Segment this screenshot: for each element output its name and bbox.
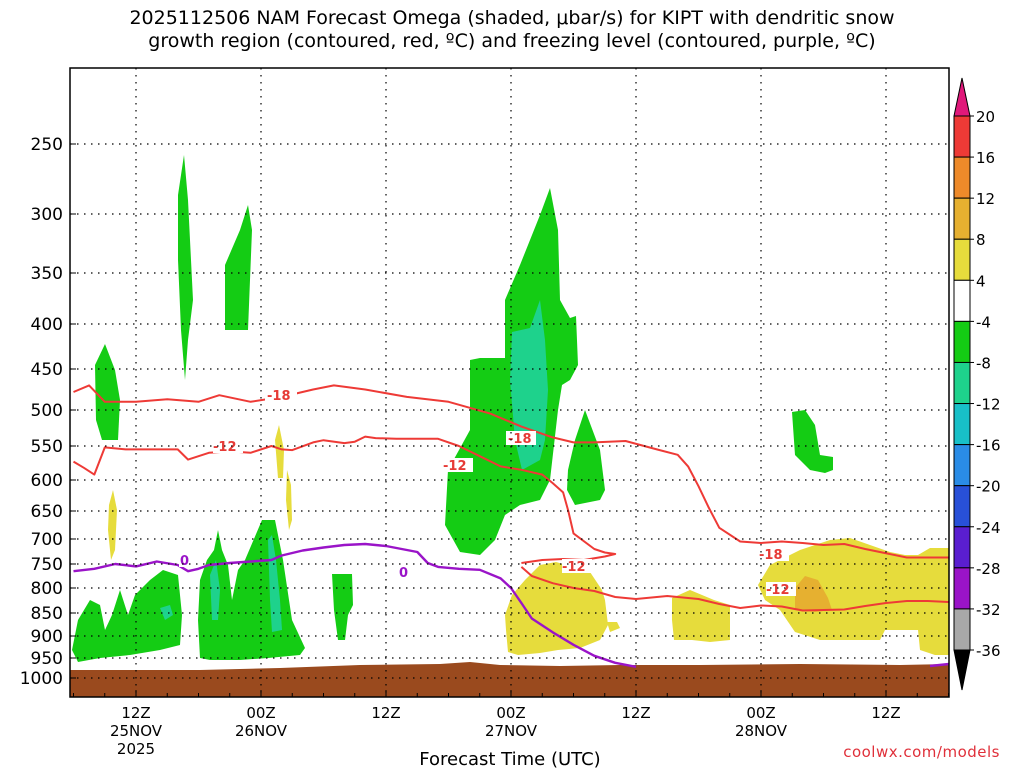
colorbar-label: -20 <box>976 478 1001 496</box>
x-tick-label: 26NOV <box>235 722 288 740</box>
contour-label: -12 <box>443 459 467 474</box>
colorbar-swatch <box>953 403 971 446</box>
colorbar-swatch <box>953 567 971 610</box>
contour-label-bg <box>506 431 536 445</box>
colorbar-label: -28 <box>976 560 1001 578</box>
colorbar-swatch <box>953 608 971 651</box>
x-tick-label: 12Z <box>121 704 150 722</box>
x-tick-label: 25NOV <box>110 722 163 740</box>
y-tick-label: 700 <box>31 530 63 550</box>
freezing-level-labels: 0 0 <box>179 553 410 581</box>
plot-border <box>69 67 950 698</box>
colorbar-label: 12 <box>976 190 995 208</box>
colorbar-label: 20 <box>976 108 995 126</box>
omega-shading-orange <box>795 576 832 612</box>
x-tick-label: 2025 <box>117 740 155 758</box>
y-tick-label: 1000 <box>20 669 63 689</box>
y-tick-label: 650 <box>31 502 63 522</box>
colorbar-label: -36 <box>976 642 1001 660</box>
y-tick-label: 250 <box>31 135 63 155</box>
colorbar-label: 4 <box>976 272 986 290</box>
contour-labels: -18 -12 -18 -12 -12 -18 -12 <box>213 388 796 598</box>
contour-label-bg <box>443 458 473 472</box>
x-tick-label: 00Z <box>746 704 775 722</box>
colorbar-label: -32 <box>976 601 1001 619</box>
colorbar-swatch <box>953 156 971 199</box>
contour-label-bg <box>398 565 410 579</box>
x-tick-label: 27NOV <box>485 722 538 740</box>
y-tick-label: 450 <box>31 360 63 380</box>
y-tick-label: 800 <box>31 579 63 599</box>
colorbar-label: -16 <box>976 437 1001 455</box>
colorbar-swatch <box>953 238 971 281</box>
y-tick-label: 350 <box>31 264 63 284</box>
y-tick-label: 600 <box>31 471 63 491</box>
x-tick-label: 12Z <box>621 704 650 722</box>
colorbar-swatch <box>953 361 971 405</box>
contour-label: 0 <box>180 554 189 569</box>
contour-label: -18 <box>508 432 532 447</box>
contour-line <box>72 435 617 564</box>
omega-shading-teal <box>160 300 548 632</box>
y-axis: 250 300 350 400 450 500 550 600 650 700 750 800 850 9… <box>20 135 76 689</box>
colorbar-label: 8 <box>976 231 986 249</box>
colorbar-swatch <box>953 197 971 240</box>
y-tick-label: 400 <box>31 315 63 335</box>
colorbar-swatch <box>953 526 971 569</box>
contour-line <box>520 566 949 612</box>
colorbar-swatch <box>953 444 971 487</box>
colorbar-swatch <box>953 320 971 363</box>
ground-surface <box>70 662 949 697</box>
contour-lines <box>72 384 949 668</box>
contour-label: -12 <box>766 583 790 598</box>
contour-label: 0 <box>399 566 408 581</box>
contour-label-bg <box>757 547 789 561</box>
contour-label: -12 <box>213 440 237 455</box>
contour-label-bg <box>265 388 297 402</box>
x-tick-label: 00Z <box>496 704 525 722</box>
y-tick-label: 750 <box>31 555 63 575</box>
colorbar-swatch <box>953 485 971 528</box>
source-credit: coolwx.com/models <box>843 743 1000 761</box>
y-tick-label: 550 <box>31 437 63 457</box>
omega-shading-yellow <box>108 425 949 655</box>
contour-line <box>73 384 949 559</box>
x-axis-title: Forecast Time (UTC) <box>419 749 600 768</box>
y-tick-label: 950 <box>31 649 63 669</box>
colorbar: 20 16 12 8 4 -4 -8 -12 -16 -20 -24 -28 -32 -36 <box>953 77 1001 691</box>
contour-label-bg <box>213 439 243 453</box>
colorbar-label: -12 <box>976 396 1001 414</box>
colorbar-label: -4 <box>976 313 991 331</box>
colorbar-swatch <box>953 279 971 322</box>
colorbar-swatch <box>953 115 971 158</box>
colorbar-swatch <box>953 77 971 117</box>
y-tick-label: 850 <box>31 604 63 624</box>
contour-label: -18 <box>267 389 291 404</box>
colorbar-swatch <box>953 649 971 691</box>
chart-title-line-2: growth region (contoured, red, ºC) and f… <box>148 30 876 52</box>
y-tick-label: 500 <box>31 401 63 421</box>
x-tick-label: 00Z <box>246 704 275 722</box>
colorbar-label: -24 <box>976 519 1001 537</box>
y-tick-label: 300 <box>31 205 63 225</box>
contour-label-bg <box>766 582 796 596</box>
contour-label-bg <box>562 559 592 573</box>
chart-title-line-1: 2025112506 NAM Forecast Omega (shaded, μ… <box>129 7 895 29</box>
contour-line <box>929 662 949 668</box>
x-tick-label: 28NOV <box>735 722 788 740</box>
contour-label: -12 <box>562 560 586 575</box>
contour-label: -18 <box>759 548 783 563</box>
colorbar-label: -8 <box>976 354 991 372</box>
x-tick-label: 12Z <box>871 704 900 722</box>
colorbar-label: 16 <box>976 149 995 167</box>
y-tick-label: 900 <box>31 627 63 647</box>
x-tick-label: 12Z <box>371 704 400 722</box>
